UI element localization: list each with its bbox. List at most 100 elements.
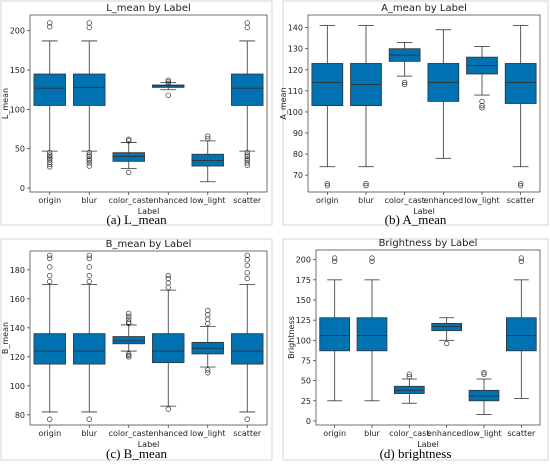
outlier-point (86, 273, 92, 279)
iqr-box (231, 333, 264, 365)
y-tick-label: 0 (306, 417, 311, 426)
x-tick-label: scatter (233, 196, 262, 205)
y-tick-label: 100 (10, 382, 25, 391)
outlier-point (244, 160, 250, 166)
box-origin (311, 25, 344, 189)
box-scatter (505, 255, 537, 399)
outlier-point (479, 102, 485, 109)
outlier-point (126, 320, 132, 327)
y-axis-label: B_mean (1, 322, 10, 354)
outlier-point (126, 136, 132, 142)
outlier-point (47, 264, 53, 270)
outlier-point (47, 153, 53, 160)
outlier-point (332, 258, 338, 264)
outlier-point (126, 319, 132, 325)
outlier-point (47, 24, 53, 30)
y-tick-label: 70 (293, 171, 303, 180)
outlier-point (47, 278, 53, 285)
outlier-point (324, 183, 330, 189)
outlier-point (47, 255, 53, 261)
box-blur (350, 25, 382, 189)
iqr-box (33, 73, 66, 106)
y-tick-label: 125 (296, 316, 311, 325)
box-enhanced (431, 317, 463, 347)
iqr-box (505, 317, 537, 352)
x-tick-label: low_light (464, 196, 499, 205)
outlier-point (518, 180, 524, 187)
y-tick-label: 80 (293, 150, 303, 159)
outlier-point (332, 255, 338, 261)
outlier-point (165, 284, 171, 290)
outlier-point (126, 313, 132, 319)
plot-area (307, 14, 541, 193)
figure-caption: (d) brightness (380, 446, 452, 461)
y-tick-label: 75 (301, 356, 311, 365)
box-low_light (468, 369, 500, 415)
y-tick-label: 175 (296, 276, 311, 285)
y-tick-label: 120 (10, 353, 25, 362)
panel-frame (0, 0, 273, 226)
x-tick-label: scatter (507, 429, 536, 438)
y-tick-label: 200 (296, 256, 311, 265)
outlier-point (244, 270, 250, 276)
chart-panel-2: A_mean by Label 70 80 90 100 110 120 130 140 A_me… (279, 0, 549, 227)
y-tick-label: 0 (20, 184, 25, 193)
iqr-box (73, 333, 106, 365)
x-tick-label: enhanced (149, 429, 188, 438)
chart-title: B_mean by Label (106, 239, 192, 250)
y-tick-label: 50 (15, 145, 25, 154)
y-axis-label: A_mean (279, 87, 288, 119)
y-tick-label: 90 (293, 129, 303, 138)
outlier-point (86, 255, 92, 261)
x-axis-label: Label (138, 440, 160, 449)
outlier-point (86, 160, 92, 166)
outlier-point (86, 416, 92, 422)
y-axis-label: Brightness (287, 316, 296, 359)
outlier-point (244, 262, 250, 269)
outlier-point (244, 24, 250, 31)
outlier-point (47, 150, 53, 156)
outlier-point (86, 153, 92, 160)
iqr-box (152, 333, 185, 364)
outlier-point (244, 150, 250, 156)
chart-title: Brightness by Label (379, 238, 478, 249)
outlier-point (126, 169, 132, 175)
outlier-point (165, 79, 171, 85)
outlier-point (324, 180, 330, 187)
outlier-point (165, 273, 171, 279)
outlier-point (126, 352, 132, 359)
y-tick-label: 140 (10, 324, 25, 333)
box-enhanced (152, 273, 185, 412)
outlier-point (165, 280, 171, 286)
outlier-point (165, 406, 171, 412)
box-origin (33, 252, 66, 422)
box-enhanced (152, 77, 185, 98)
chart-panel-3: B_mean by Label 80 100 120 140 160 180 B_mean La… (0, 238, 273, 461)
outlier-point (205, 135, 211, 142)
outlier-point (244, 416, 250, 422)
outlier-point (205, 320, 211, 327)
outlier-point (86, 152, 92, 158)
x-axis-label: Label (138, 207, 160, 216)
x-tick-label: blur (364, 429, 380, 438)
x-tick-label: origin (38, 429, 61, 438)
iqr-box (319, 317, 351, 352)
box-enhanced (427, 29, 460, 159)
panel-frame (282, 238, 549, 461)
outlier-point (479, 105, 485, 111)
x-tick-label: color_cast (389, 429, 429, 438)
figure-caption: (c) B_mean (106, 446, 168, 461)
y-tick-label: 80 (15, 411, 25, 420)
chart-title: L_mean by Label (106, 3, 191, 14)
outlier-point (86, 278, 92, 285)
x-tick-label: scatter (233, 429, 262, 438)
outlier-point (481, 371, 487, 377)
outlier-point (165, 77, 171, 83)
box-low_light (191, 307, 224, 376)
x-tick-label: enhanced (424, 196, 463, 205)
x-tick-label: color_cast (385, 196, 425, 205)
outlier-point (444, 340, 450, 347)
outlier-point (47, 164, 53, 170)
outlier-point (47, 252, 53, 259)
